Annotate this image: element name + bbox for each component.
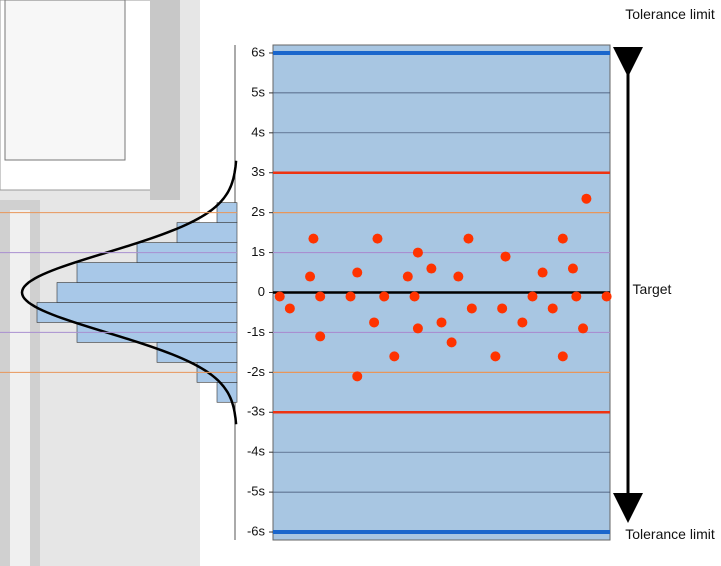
data-point — [369, 317, 379, 327]
y-tick-label: 3s — [251, 164, 265, 179]
y-tick-label: 1s — [251, 244, 265, 259]
y-tick-label: 0 — [258, 284, 265, 299]
data-point — [275, 291, 285, 301]
data-point — [467, 303, 477, 313]
y-tick-label: -4s — [247, 444, 266, 459]
data-point — [558, 234, 568, 244]
data-point — [490, 351, 500, 361]
data-point — [453, 272, 463, 282]
data-point — [372, 234, 382, 244]
data-point — [538, 268, 548, 278]
data-point — [305, 272, 315, 282]
data-point — [578, 323, 588, 333]
data-point — [548, 303, 558, 313]
data-point — [426, 264, 436, 274]
data-point — [527, 291, 537, 301]
data-point — [602, 291, 612, 301]
data-point — [285, 303, 295, 313]
data-point — [501, 252, 511, 262]
data-point — [389, 351, 399, 361]
data-point — [410, 291, 420, 301]
y-tick-label: 2s — [251, 204, 265, 219]
page: 6s 5s 4s 3s 2s 1s 0 -1s -2s -3s -4s -5s -6s Toleranc… — [0, 0, 721, 566]
data-point — [315, 291, 325, 301]
data-point — [463, 234, 473, 244]
data-point — [447, 337, 457, 347]
y-tick-label: -1s — [247, 324, 266, 339]
y-tick-label: 6s — [251, 44, 265, 59]
data-point — [437, 317, 447, 327]
data-point — [413, 248, 423, 258]
annotation: Target — [612, 281, 692, 298]
y-tick-label: -3s — [247, 404, 266, 419]
y-tick-label: -2s — [247, 364, 266, 379]
y-tick-label: 5s — [251, 84, 265, 99]
data-point — [346, 291, 356, 301]
data-point — [581, 194, 591, 204]
y-tick-label: -5s — [247, 484, 266, 499]
y-tick-label: 4s — [251, 124, 265, 139]
data-point — [379, 291, 389, 301]
data-point — [403, 272, 413, 282]
data-point — [352, 268, 362, 278]
data-point — [517, 317, 527, 327]
data-point — [558, 351, 568, 361]
y-tick-label: -6s — [247, 523, 266, 538]
data-point — [308, 234, 318, 244]
annotation: Tolerance limit — [620, 526, 720, 543]
annotation: Tolerance limit — [620, 6, 720, 23]
histogram-bar — [77, 263, 237, 283]
data-point — [568, 264, 578, 274]
histogram-bar — [57, 283, 237, 303]
data-point — [497, 303, 507, 313]
data-point — [315, 331, 325, 341]
data-point — [352, 371, 362, 381]
data-point — [413, 323, 423, 333]
data-point — [571, 291, 581, 301]
